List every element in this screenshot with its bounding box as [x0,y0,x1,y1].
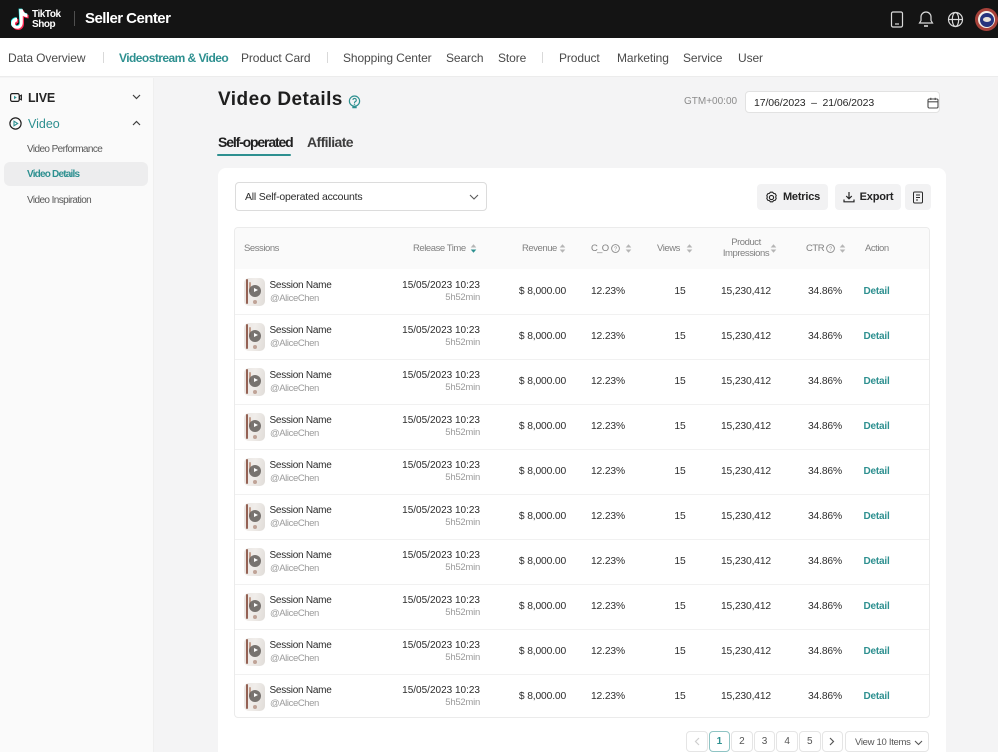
svg-text:?: ? [614,247,617,253]
svg-text:?: ? [829,247,832,253]
